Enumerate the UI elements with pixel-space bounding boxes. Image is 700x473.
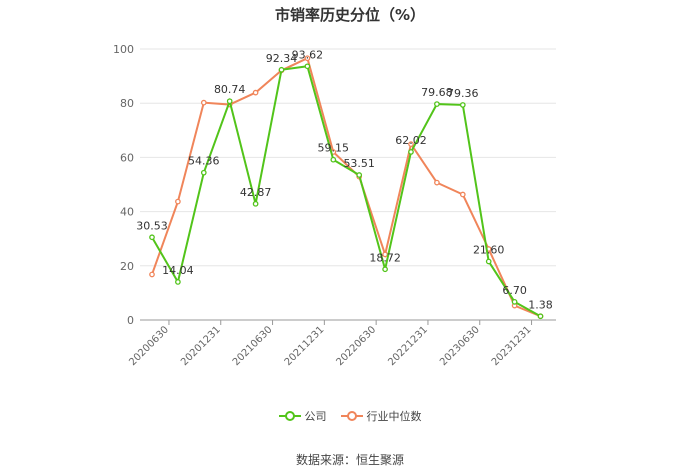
data-point-industry-median — [408, 141, 414, 147]
y-tick-label: 60 — [120, 151, 134, 164]
data-point-company — [200, 169, 207, 176]
legend-swatch-industry-median — [340, 411, 363, 421]
data-point-industry-median — [200, 99, 207, 106]
data-label-company: 79.68 — [421, 86, 453, 99]
data-point-company — [382, 266, 388, 273]
data-point-industry-median — [304, 55, 311, 62]
x-tick-label: 20220630 — [334, 324, 378, 368]
data-point-company — [304, 63, 311, 70]
data-label-company: 1.38 — [528, 298, 553, 311]
data-point-company — [278, 66, 285, 73]
data-label-company: 21.60 — [473, 243, 505, 256]
legend-item-company[interactable]: 公司 — [278, 408, 327, 424]
data-point-company — [226, 98, 233, 105]
data-point-industry-median — [175, 198, 181, 205]
data-label-company: 93.62 — [292, 48, 324, 61]
data-point-company — [511, 298, 518, 305]
data-point-company — [252, 200, 259, 207]
data-source: 数据来源：恒生聚源 — [295, 453, 404, 467]
series-line-industry-median — [151, 56, 541, 318]
x-tick-label: 20230630 — [438, 324, 482, 368]
x-tick-label: 20201231 — [179, 324, 223, 368]
data-point-company — [330, 156, 337, 163]
data-point-industry-median — [434, 179, 440, 186]
y-tick-label: 80 — [120, 97, 134, 110]
x-tick-label: 20231231 — [490, 324, 534, 368]
data-label-company: 6.70 — [502, 284, 527, 297]
data-point-company — [434, 101, 440, 107]
data-label-company: 53.51 — [343, 157, 375, 170]
legend-item-industry-median[interactable]: 行业中位数 — [340, 408, 422, 424]
y-tick-label: 20 — [120, 260, 134, 273]
data-point-industry-median — [382, 251, 388, 258]
data-point-industry-median — [149, 271, 155, 278]
data-point-company — [149, 234, 155, 241]
data-point-company — [356, 172, 363, 178]
y-tick-label: 0 — [127, 314, 134, 327]
legend-swatch-company — [278, 411, 301, 421]
legend-label-company: 公司 — [304, 410, 327, 423]
series-line-company — [151, 65, 541, 318]
data-label-company: 62.02 — [395, 134, 427, 147]
chart-title: 市销率历史分位（%） — [274, 6, 426, 24]
legend: 公司 行业中位数 — [0, 408, 700, 424]
data-label-company: 42.87 — [240, 186, 272, 199]
data-point-company — [175, 279, 181, 285]
data-point-company — [485, 258, 492, 265]
data-point-industry-median — [459, 191, 466, 198]
data-label-company: 92.34 — [266, 52, 298, 65]
data-label-company: 14.04 — [162, 264, 194, 277]
data-label-company: 30.53 — [136, 219, 168, 232]
x-tick-label: 20211231 — [283, 324, 327, 368]
x-tick-label: 20221231 — [386, 324, 430, 368]
data-point-company — [459, 102, 466, 108]
data-label-company: 79.36 — [447, 87, 479, 100]
y-tick-label: 100 — [113, 43, 134, 56]
x-tick-label: 20200630 — [127, 324, 171, 368]
data-point-company — [537, 313, 544, 320]
data-label-company: 18.72 — [369, 251, 401, 264]
data-label-company: 59.15 — [318, 142, 350, 155]
data-label-company: 54.36 — [188, 155, 220, 168]
data-point-company — [408, 149, 414, 155]
data-point-industry-median — [252, 89, 259, 96]
legend-label-industry-median: 行业中位数 — [366, 410, 422, 423]
data-label-company: 80.74 — [214, 83, 246, 96]
y-tick-label: 40 — [120, 206, 134, 219]
x-tick-label: 20210630 — [231, 324, 275, 368]
